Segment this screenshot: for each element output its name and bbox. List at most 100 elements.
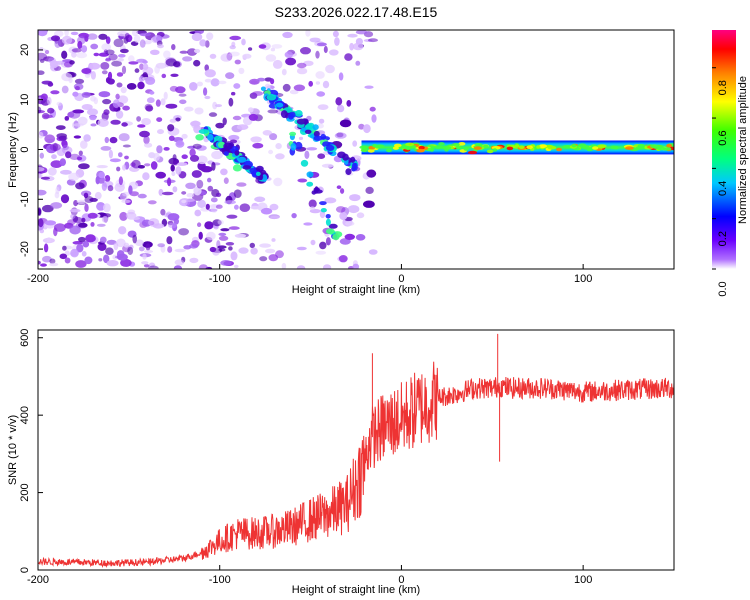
spectrogram-noise-blob (52, 142, 59, 152)
spectrogram-noise-blob (189, 82, 198, 91)
spectrogram-noise-blob (105, 58, 112, 62)
spectrogram-noise-blob (106, 239, 117, 245)
spectrogram-noise-blob (38, 30, 48, 37)
spectrogram-noise-blob (358, 123, 365, 130)
figure-title: S233.2026.022.17.48.E15 (275, 4, 438, 20)
spectrogram-noise-blob (182, 56, 193, 62)
spectrogram-noise-blob (323, 264, 332, 269)
spectrogram-noise-blob (117, 95, 129, 104)
spectrogram-carrier-peak (635, 146, 644, 150)
spectrogram-noise-blob (148, 152, 156, 159)
spectrogram-y-tick-label: 20 (19, 44, 31, 56)
spectrogram-noise-blob (169, 118, 177, 123)
spectrogram-noise-blob (76, 52, 88, 59)
spectrogram-streak-blob (290, 143, 297, 151)
spectrogram-noise-blob (42, 114, 53, 119)
spectrogram-streak-blob (275, 102, 284, 108)
spectrogram-streak-blob (280, 110, 288, 119)
spectrogram-noise-blob (194, 48, 201, 54)
spectrogram-noise-blob (329, 49, 339, 56)
spectrogram-noise-blob (115, 93, 120, 100)
spectrogram-noise-blob (322, 80, 330, 89)
spectrogram-noise-blob (270, 215, 280, 219)
spectrogram-noise-blob (236, 182, 247, 187)
spectrogram-noise-blob (174, 248, 186, 253)
spectrogram-streak-blob (195, 134, 204, 141)
colorbar-tick-label: 0.0 (717, 281, 729, 296)
spectrogram-noise-blob (220, 260, 232, 266)
spectrogram-noise-blob (317, 123, 324, 129)
spectrogram-noise-blob (273, 177, 283, 187)
spectrogram-noise-blob (61, 72, 73, 82)
spectrogram-carrier-peak (405, 142, 415, 147)
spectrogram-noise-blob (365, 186, 374, 194)
spectrogram-noise-blob (133, 34, 141, 44)
spectrogram-noise-blob (64, 116, 70, 121)
spectrogram-noise-blob (179, 99, 187, 105)
spectrogram-noise-blob (332, 30, 339, 38)
spectrogram-noise-blob (309, 206, 316, 211)
spectrogram-noise-blob (366, 169, 377, 178)
spectrogram-noise-blob (281, 262, 287, 269)
spectrogram-noise-blob (137, 193, 147, 199)
spectrogram-noise-blob (189, 257, 199, 264)
spectrogram-noise-blob (165, 103, 178, 109)
spectrogram-noise-blob (40, 176, 51, 180)
spectrogram-carrier-peak (434, 145, 443, 149)
spectrogram-noise-blob (54, 30, 64, 37)
spectrogram-noise-blob (55, 186, 60, 195)
spectrogram-noise-blob (104, 136, 110, 144)
spectrogram-noise-blob (50, 160, 63, 169)
snr-frame (37, 329, 675, 571)
spectrogram-noise-blob (167, 177, 172, 187)
spectrogram-noise-blob (352, 42, 364, 51)
spectrogram-noise-blob (344, 53, 353, 61)
spectrogram-noise-blob (38, 131, 44, 139)
spectrogram-noise-blob (42, 255, 52, 263)
spectrogram-noise-blob (161, 73, 167, 79)
spectrogram-noise-blob (336, 185, 342, 189)
spectrogram-noise-blob (254, 196, 266, 203)
spectrogram-noise-blob (107, 185, 114, 192)
spectrogram-noise-blob (175, 86, 186, 94)
spectrogram-noise-blob (75, 260, 87, 268)
spectrogram-streak-blob (223, 142, 233, 150)
spectrogram-noise-blob (116, 238, 126, 248)
spectrogram-noise-blob (98, 33, 108, 40)
spectrogram-noise-blob (118, 176, 123, 186)
spectrogram-carrier-peak (556, 147, 562, 152)
spectrogram-noise-blob (321, 163, 334, 168)
spectrogram-noise-blob (218, 80, 227, 85)
spectrogram-noise-blob (303, 222, 313, 226)
spectrogram-noise-blob (233, 264, 239, 269)
spectrogram-noise-blob (220, 168, 228, 176)
spectrogram-noise-blob (82, 240, 90, 248)
spectrogram-noise-blob (226, 214, 238, 219)
spectrogram-noise-blob (309, 37, 321, 43)
spectrogram-noise-blob (282, 83, 291, 92)
spectrogram-noise-blob (171, 171, 176, 177)
spectrogram-noise-blob (249, 78, 260, 85)
spectrogram-noise-blob (368, 38, 378, 43)
spectrogram-noise-blob (250, 136, 262, 143)
colorbar-gradient (712, 30, 736, 269)
spectrogram-noise-blob (172, 186, 178, 193)
spectrogram-noise-blob (40, 93, 48, 101)
spectrogram-noise-blob (325, 237, 331, 246)
spectrogram-noise-blob (363, 200, 375, 208)
spectrogram-noise-blob (76, 156, 83, 161)
spectrogram-noise-blob (50, 202, 63, 209)
spectrogram-noise-blob (87, 212, 98, 219)
spectrogram-noise-blob (81, 217, 86, 223)
spectrogram-streak-blob (319, 201, 327, 206)
spectrogram-noise-blob (250, 205, 262, 210)
spectrogram-carrier-peak (376, 144, 382, 149)
spectrogram-carrier-peak (405, 146, 411, 151)
spectrogram-noise-blob (339, 211, 348, 221)
spectrogram-noise-blob (218, 235, 229, 241)
spectrogram-noise-blob (70, 213, 76, 220)
spectrogram-noise-blob (334, 132, 347, 139)
spectrogram-streak-blob (306, 181, 314, 187)
spectrogram-streak-blob (313, 189, 323, 194)
